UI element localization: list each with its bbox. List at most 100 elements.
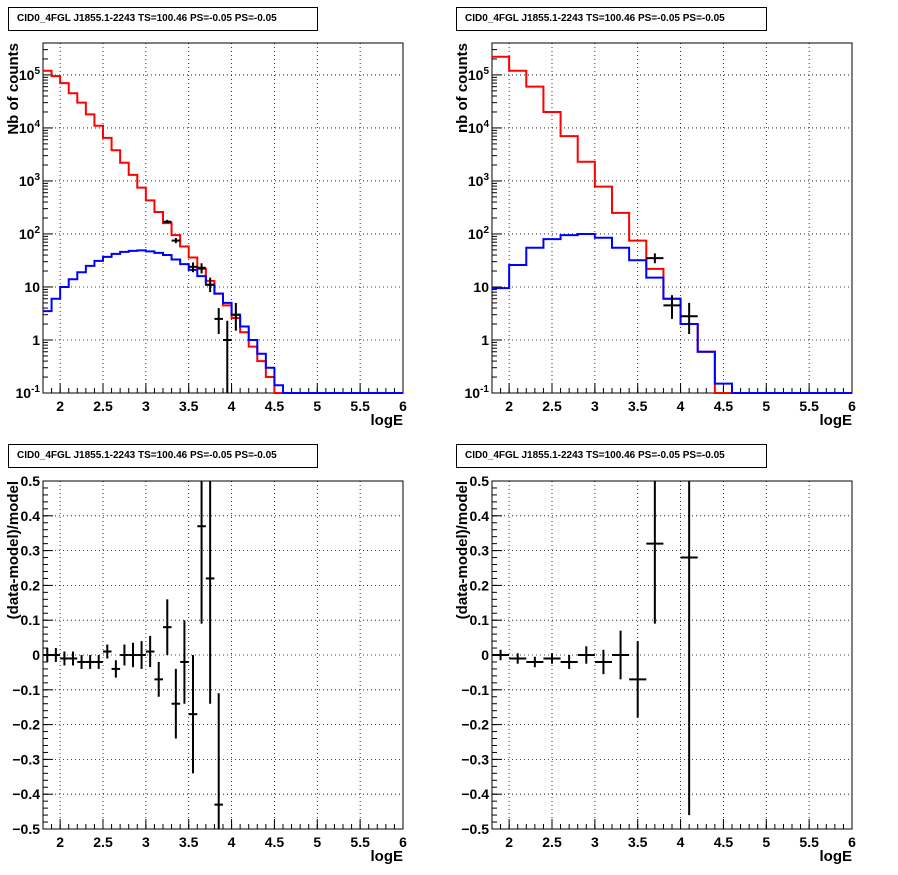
x-tick-label: 2 <box>56 834 64 850</box>
x-tick-label: 4 <box>677 834 685 850</box>
y-tick-label: 10-1 <box>465 384 490 401</box>
data-point <box>214 308 223 334</box>
chart-panel: 2 2.5 3 3.5 4 4.5 5 5.5 6 10-1 1 10 102 103 104 105 logE… <box>454 42 856 429</box>
x-tick-label: 2.5 <box>93 398 113 414</box>
residual-point <box>629 641 647 718</box>
residual-point <box>128 642 138 668</box>
x-tick-label: 5.5 <box>799 834 819 850</box>
data-point <box>171 237 181 244</box>
residual-point <box>188 655 198 774</box>
y-tick-label: 10-1 <box>16 384 41 401</box>
residual-point <box>94 655 103 669</box>
x-tick-label: 3.5 <box>628 398 648 414</box>
y-tick-label: 103 <box>468 172 490 189</box>
x-tick-label: 3.5 <box>179 834 199 850</box>
y-tick-label: 0 <box>481 647 489 663</box>
y-tick-label: −0.5 <box>12 821 40 837</box>
residual-point <box>205 481 215 704</box>
residual-point <box>492 649 510 661</box>
y-tick-label: 1 <box>481 332 489 348</box>
x-tick-label: 3 <box>142 398 150 414</box>
data-point <box>223 320 232 393</box>
residual-point <box>577 646 595 664</box>
y-tick-label: 0.1 <box>470 612 490 628</box>
y-tick-label: 104 <box>19 119 41 136</box>
data-point <box>646 253 664 264</box>
x-tick-label: 5.5 <box>799 398 819 414</box>
residual-point <box>197 481 206 624</box>
residual-point <box>560 655 578 669</box>
x-tick-label: 2 <box>56 398 64 414</box>
residual-point <box>594 649 612 675</box>
residual-point <box>120 644 129 666</box>
x-axis-label: logE <box>820 848 853 865</box>
residual-point <box>509 653 527 664</box>
source_model-histogram <box>43 249 403 394</box>
x-tick-label: 3.5 <box>628 834 648 850</box>
y-tick-label: 0 <box>32 647 40 663</box>
y-tick-label: −0.2 <box>461 717 489 733</box>
y-tick-label: 0.3 <box>21 543 41 559</box>
y-tick-label: −0.1 <box>461 682 489 698</box>
residual-point <box>543 653 561 664</box>
data-point <box>663 295 681 319</box>
x-tick-label: 2 <box>505 834 513 850</box>
y-tick-label: −0.4 <box>461 786 489 802</box>
source_model-histogram <box>492 232 852 394</box>
y-tick-label: 0.1 <box>21 612 41 628</box>
x-tick-label: 4 <box>228 398 236 414</box>
x-tick-label: 5.5 <box>350 398 370 414</box>
chart-panel: 2 2.5 3 3.5 4 4.5 5 5.5 6 10-1 1 10 102 103 104 105 logE… <box>5 42 407 429</box>
x-tick-label: 6 <box>848 834 856 850</box>
residual-point <box>680 481 698 816</box>
residual-point <box>68 651 78 666</box>
residual-point <box>612 630 630 680</box>
x-tick-label: 4.5 <box>265 834 285 850</box>
y-tick-label: −0.3 <box>461 751 489 767</box>
y-axis-label: (data-model)/model <box>454 481 471 619</box>
x-tick-label: 3 <box>591 398 599 414</box>
x-tick-label: 3 <box>591 834 599 850</box>
residual-point <box>163 599 172 655</box>
data-point <box>231 302 241 331</box>
y-tick-label: 104 <box>468 119 490 136</box>
chart-title: CID0_4FGL J1855.1-2243 TS=100.46 PS=-0.0… <box>8 444 318 468</box>
y-axis-label: (data-model)/model <box>5 481 22 619</box>
y-tick-label: 103 <box>19 172 41 189</box>
data-point <box>163 219 172 224</box>
y-tick-label: 0.2 <box>21 577 41 593</box>
x-tick-label: 6 <box>848 398 856 414</box>
x-tick-label: 5 <box>762 398 770 414</box>
y-tick-label: −0.1 <box>12 682 40 698</box>
x-tick-label: 5.5 <box>350 834 370 850</box>
data-point <box>188 262 198 273</box>
residual-point <box>77 655 86 669</box>
chart-panel: 2 2.5 3 3.5 4 4.5 5 5.5 6 −0.5 −0.4 −0.3 −0.2 −0.1 0 0.… <box>454 473 856 865</box>
x-tick-label: 5 <box>313 834 321 850</box>
y-tick-label: 0.5 <box>21 473 41 489</box>
residual-point <box>646 481 664 624</box>
residual-point <box>103 644 112 659</box>
y-tick-label: −0.2 <box>12 717 40 733</box>
y-tick-label: 102 <box>468 225 490 242</box>
y-tick-label: 105 <box>19 66 41 83</box>
plot-frame <box>491 42 853 394</box>
y-tick-label: −0.4 <box>12 786 40 802</box>
x-tick-label: 2.5 <box>542 834 562 850</box>
plot-frame <box>42 42 404 394</box>
data-point <box>205 277 215 293</box>
y-tick-label: 0.2 <box>470 577 490 593</box>
x-axis-label: logE <box>820 412 853 429</box>
chart-title: CID0_4FGL J1855.1-2243 TS=100.46 PS=-0.0… <box>456 444 767 468</box>
data-point <box>680 302 698 334</box>
y-tick-label: 0.5 <box>470 473 490 489</box>
x-tick-label: 4.5 <box>714 834 734 850</box>
x-tick-label: 4 <box>677 398 685 414</box>
chart-title: CID0_4FGL J1855.1-2243 TS=100.46 PS=-0.0… <box>456 7 767 31</box>
y-axis-label: nb of counts <box>454 43 471 133</box>
x-tick-label: 2.5 <box>93 834 113 850</box>
x-tick-label: 5 <box>762 834 770 850</box>
x-tick-label: 3.5 <box>179 398 199 414</box>
x-tick-label: 2 <box>505 398 513 414</box>
